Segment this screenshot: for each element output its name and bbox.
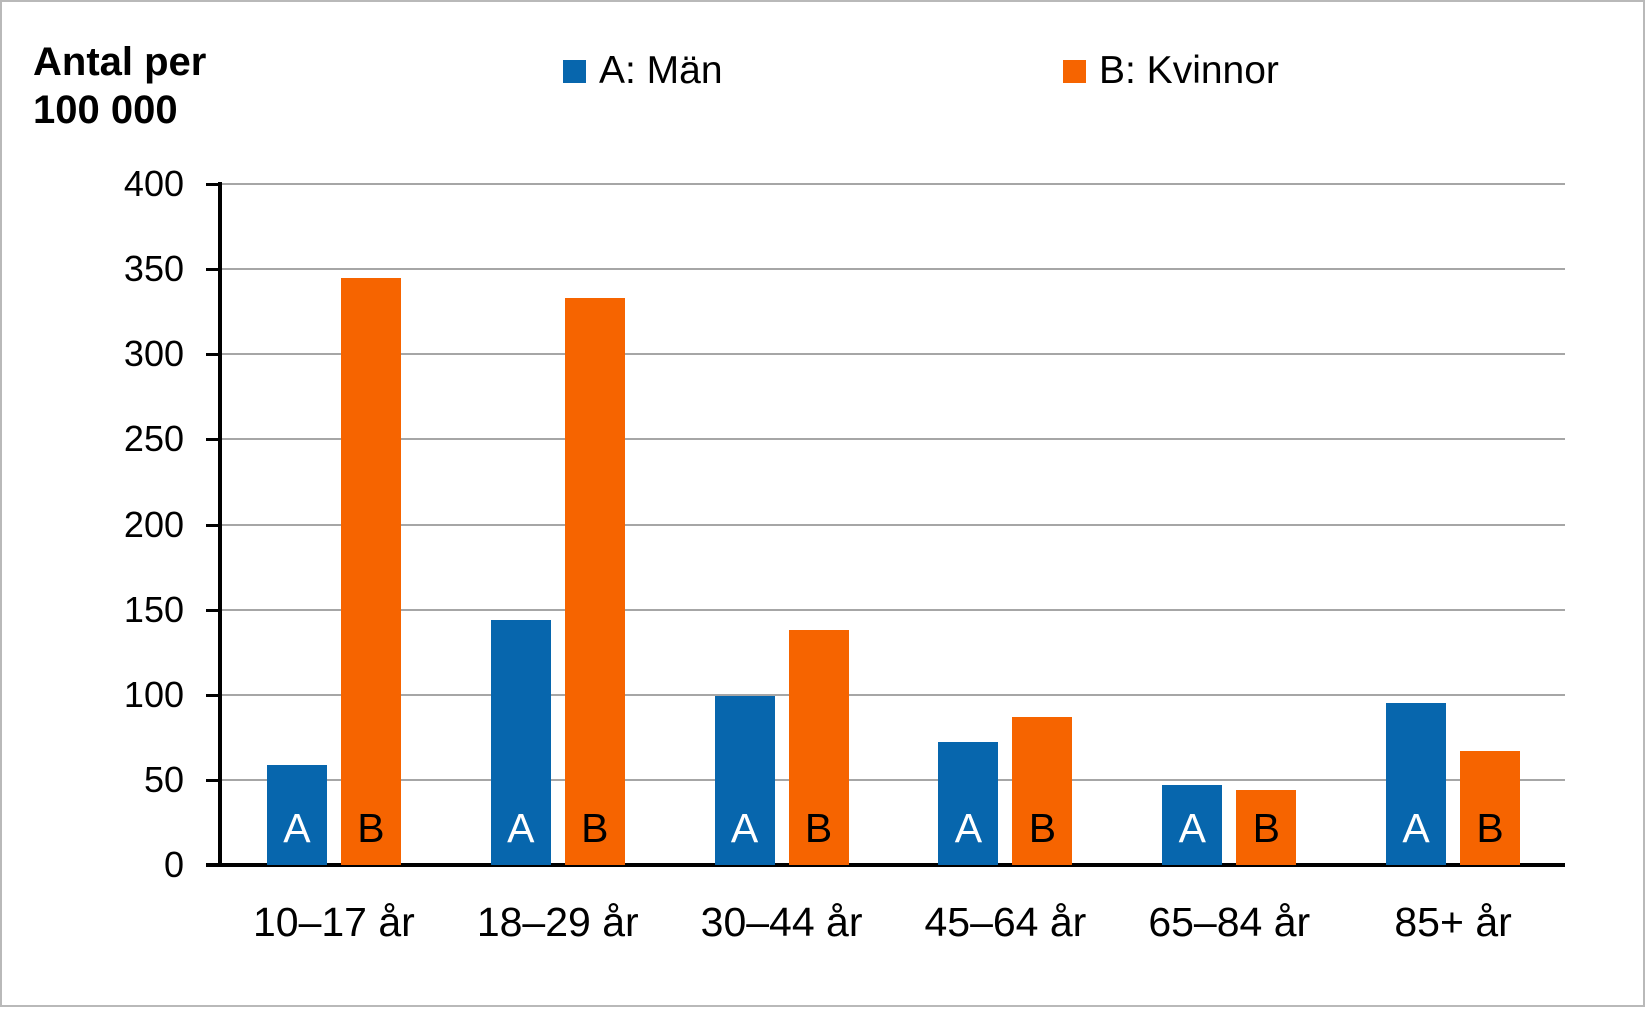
bar-b-4: B (1012, 716, 1073, 865)
bar-b-6: B (1460, 750, 1521, 865)
bar-letter-b-3: B (804, 804, 833, 851)
bar-letter-a-5: A (1178, 804, 1206, 851)
y-axis-title: Antal per 100 000 (33, 38, 206, 134)
y-axis-tick-label-100: 100 (123, 673, 184, 715)
x-axis-label-5: 65–84 år (1148, 899, 1311, 945)
y-axis-tick-label-250: 250 (123, 418, 184, 460)
x-axis-line (206, 863, 1565, 867)
gridline-400 (222, 183, 1565, 185)
y-axis-tick-label-350: 350 (123, 248, 184, 290)
y-axis-tick-150 (206, 608, 218, 612)
y-axis-title-line-1: Antal per (33, 40, 207, 84)
bar-a-4: A (938, 742, 999, 865)
legend-label-men: A: Män (599, 49, 723, 92)
legend-item-women: B: Kvinnor (1063, 48, 1279, 94)
y-axis-tick-300 (206, 353, 218, 357)
gridline-100 (222, 693, 1565, 696)
bar-letter-b-6: B (1476, 804, 1504, 851)
y-axis-tick-100 (206, 693, 218, 697)
y-axis-tick-label-150: 150 (123, 588, 184, 630)
bar-letter-b-4: B (1028, 804, 1057, 851)
x-axis-label-2: 18–29 år (476, 899, 639, 945)
legend-swatch-women-icon (1063, 59, 1086, 83)
bar-b-5: B (1236, 790, 1297, 865)
y-axis-tick-250 (206, 438, 218, 442)
x-axis-label-4: 45–64 år (924, 899, 1087, 945)
y-axis-tick-350 (206, 268, 218, 272)
y-axis-tick-200 (206, 523, 218, 527)
y-axis-tick-label-0: 0 (163, 844, 184, 885)
bar-letter-b-1: B (357, 804, 385, 851)
y-axis-tick-label-50: 50 (143, 758, 184, 800)
bar-b-3: B (788, 630, 849, 865)
bar-letter-a-2: A (507, 804, 535, 851)
legend-item-men: A: Män (563, 48, 723, 94)
y-axis-tick-50 (206, 778, 218, 782)
bar-letter-b-5: B (1252, 804, 1280, 851)
x-axis-label-1: 10–17 år (252, 899, 415, 945)
bar-letter-a-3: A (730, 804, 759, 851)
bar-a-6: A (1386, 703, 1447, 865)
y-axis-line (218, 182, 222, 867)
y-axis-tick-400 (206, 183, 218, 186)
y-axis-tick-label-400: 400 (123, 163, 184, 204)
x-axis-label-6: 85+ år (1394, 899, 1512, 945)
x-axis-label-3: 30–44 år (700, 899, 863, 945)
bar-a-2: A (490, 619, 551, 865)
legend-swatch-men-icon (563, 59, 586, 83)
gridline-200 (222, 523, 1565, 526)
bar-a-5: A (1162, 784, 1223, 865)
bar-a-3: A (714, 696, 775, 865)
bar-letter-a-4: A (954, 804, 983, 851)
y-axis-title-line-2: 100 000 (33, 88, 178, 132)
bar-letter-b-2: B (581, 804, 609, 851)
gridline-350 (222, 268, 1565, 271)
y-axis-tick-label-300: 300 (123, 333, 184, 375)
bar-b-2: B (564, 298, 625, 865)
gridline-50 (222, 778, 1565, 781)
bar-a-1: A (266, 764, 327, 865)
gridline-250 (222, 438, 1565, 441)
y-axis-tick-label-200: 200 (123, 503, 184, 545)
gridline-150 (222, 608, 1565, 611)
gridline-300 (222, 353, 1565, 356)
bar-b-1: B (340, 277, 401, 865)
bar-letter-a-6: A (1402, 804, 1430, 851)
legend-label-women: B: Kvinnor (1099, 49, 1279, 92)
bar-letter-a-1: A (283, 804, 311, 851)
